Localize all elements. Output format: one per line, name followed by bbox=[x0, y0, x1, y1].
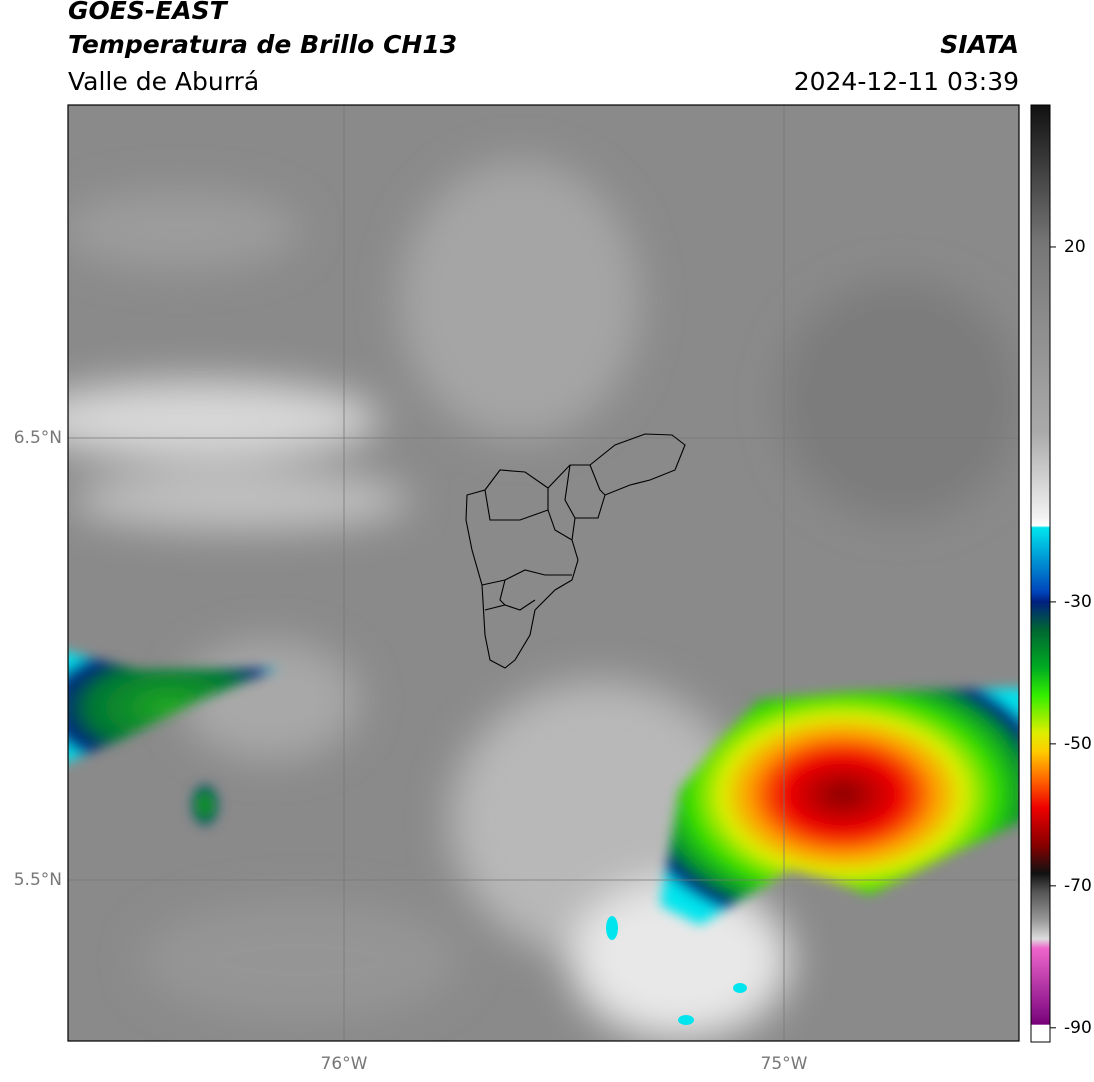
map-frame bbox=[67, 104, 1020, 1042]
datetime: 2024-12-11 03:39 bbox=[794, 67, 1019, 96]
valle-boundaries bbox=[465, 433, 686, 669]
lat-label: 5.5°N bbox=[14, 870, 62, 890]
product-title: Temperatura de Brillo CH13 bbox=[68, 30, 457, 59]
lon-label: 76°W bbox=[321, 1054, 368, 1074]
colorbar bbox=[1030, 104, 1051, 1043]
region: Valle de Aburrá bbox=[68, 67, 259, 96]
colorbar-tick-label: -30 bbox=[1064, 592, 1092, 612]
colorbar-ticks: 20 -30 -50 -70 -90 bbox=[1050, 237, 1092, 1038]
lon-label: 75°W bbox=[761, 1054, 808, 1074]
satellite-image bbox=[68, 105, 1019, 1041]
colorbar-tick-label: -70 bbox=[1064, 876, 1092, 896]
satellite-title: GOES-EAST bbox=[68, 0, 229, 25]
lat-label: 6.5°N bbox=[14, 428, 62, 448]
colorbar-tick-label: -90 bbox=[1064, 1018, 1092, 1038]
source: SIATA bbox=[940, 30, 1019, 59]
colorbar-tick-label: 20 bbox=[1064, 237, 1086, 257]
colorbar-tick-label: -50 bbox=[1064, 734, 1092, 754]
